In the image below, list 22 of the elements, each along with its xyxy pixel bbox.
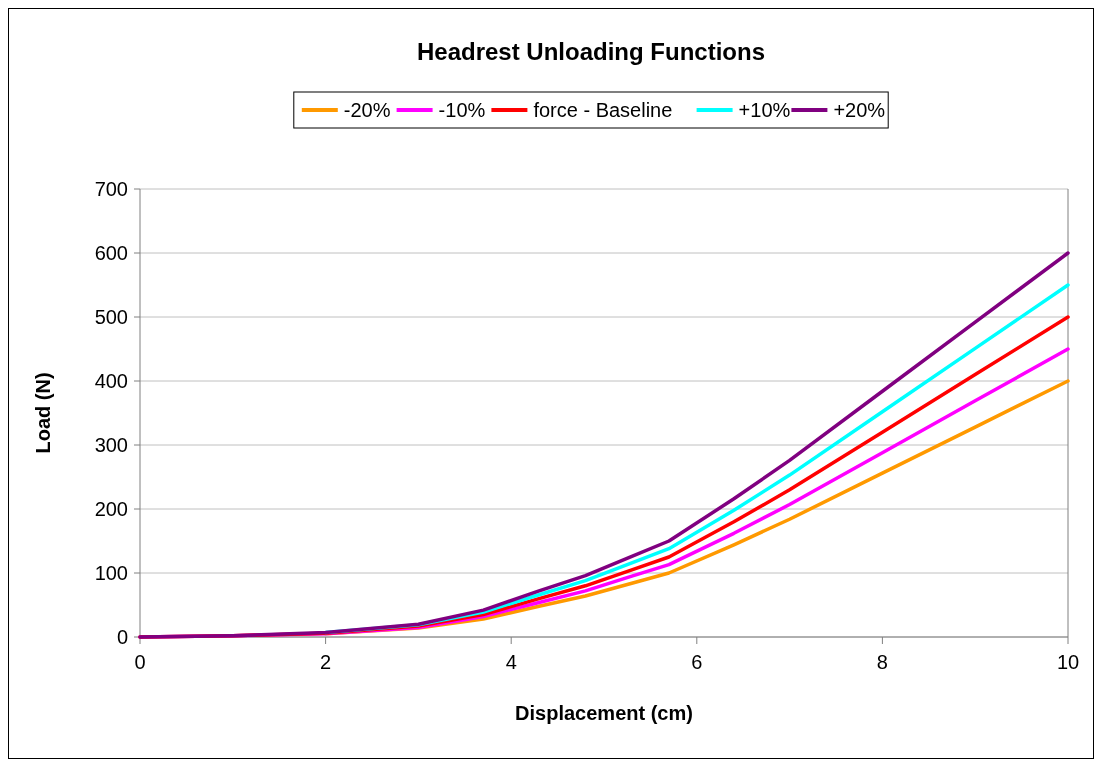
x-axis-title: Displacement (cm): [515, 702, 693, 724]
y-tick-label: 400: [94, 370, 128, 392]
x-tick-label: 0: [134, 651, 146, 673]
chart-title: Headrest Unloading Functions: [416, 38, 766, 65]
y-tick-label: 500: [94, 306, 128, 328]
x-tick-label: 4: [505, 651, 517, 673]
legend-label: +10%: [738, 99, 791, 121]
y-tick-label: 700: [94, 178, 128, 200]
y-tick-label: 100: [94, 562, 128, 584]
y-tick-label: 300: [94, 434, 128, 456]
x-tick-label: 8: [876, 651, 888, 673]
x-tick-label: 6: [691, 651, 703, 673]
y-tick-label: 200: [94, 498, 128, 520]
legend-label: +20%: [833, 99, 886, 121]
legend-label: force - Baseline: [533, 99, 673, 121]
x-tick-label: 10: [1056, 651, 1080, 673]
y-axis-title: Load (N): [32, 372, 54, 454]
x-tick-label: 2: [320, 651, 332, 673]
legend-label: -10%: [438, 99, 486, 121]
legend-label: -20%: [343, 99, 391, 121]
y-tick-label: 600: [94, 242, 128, 264]
y-tick-label: 0: [116, 626, 128, 648]
